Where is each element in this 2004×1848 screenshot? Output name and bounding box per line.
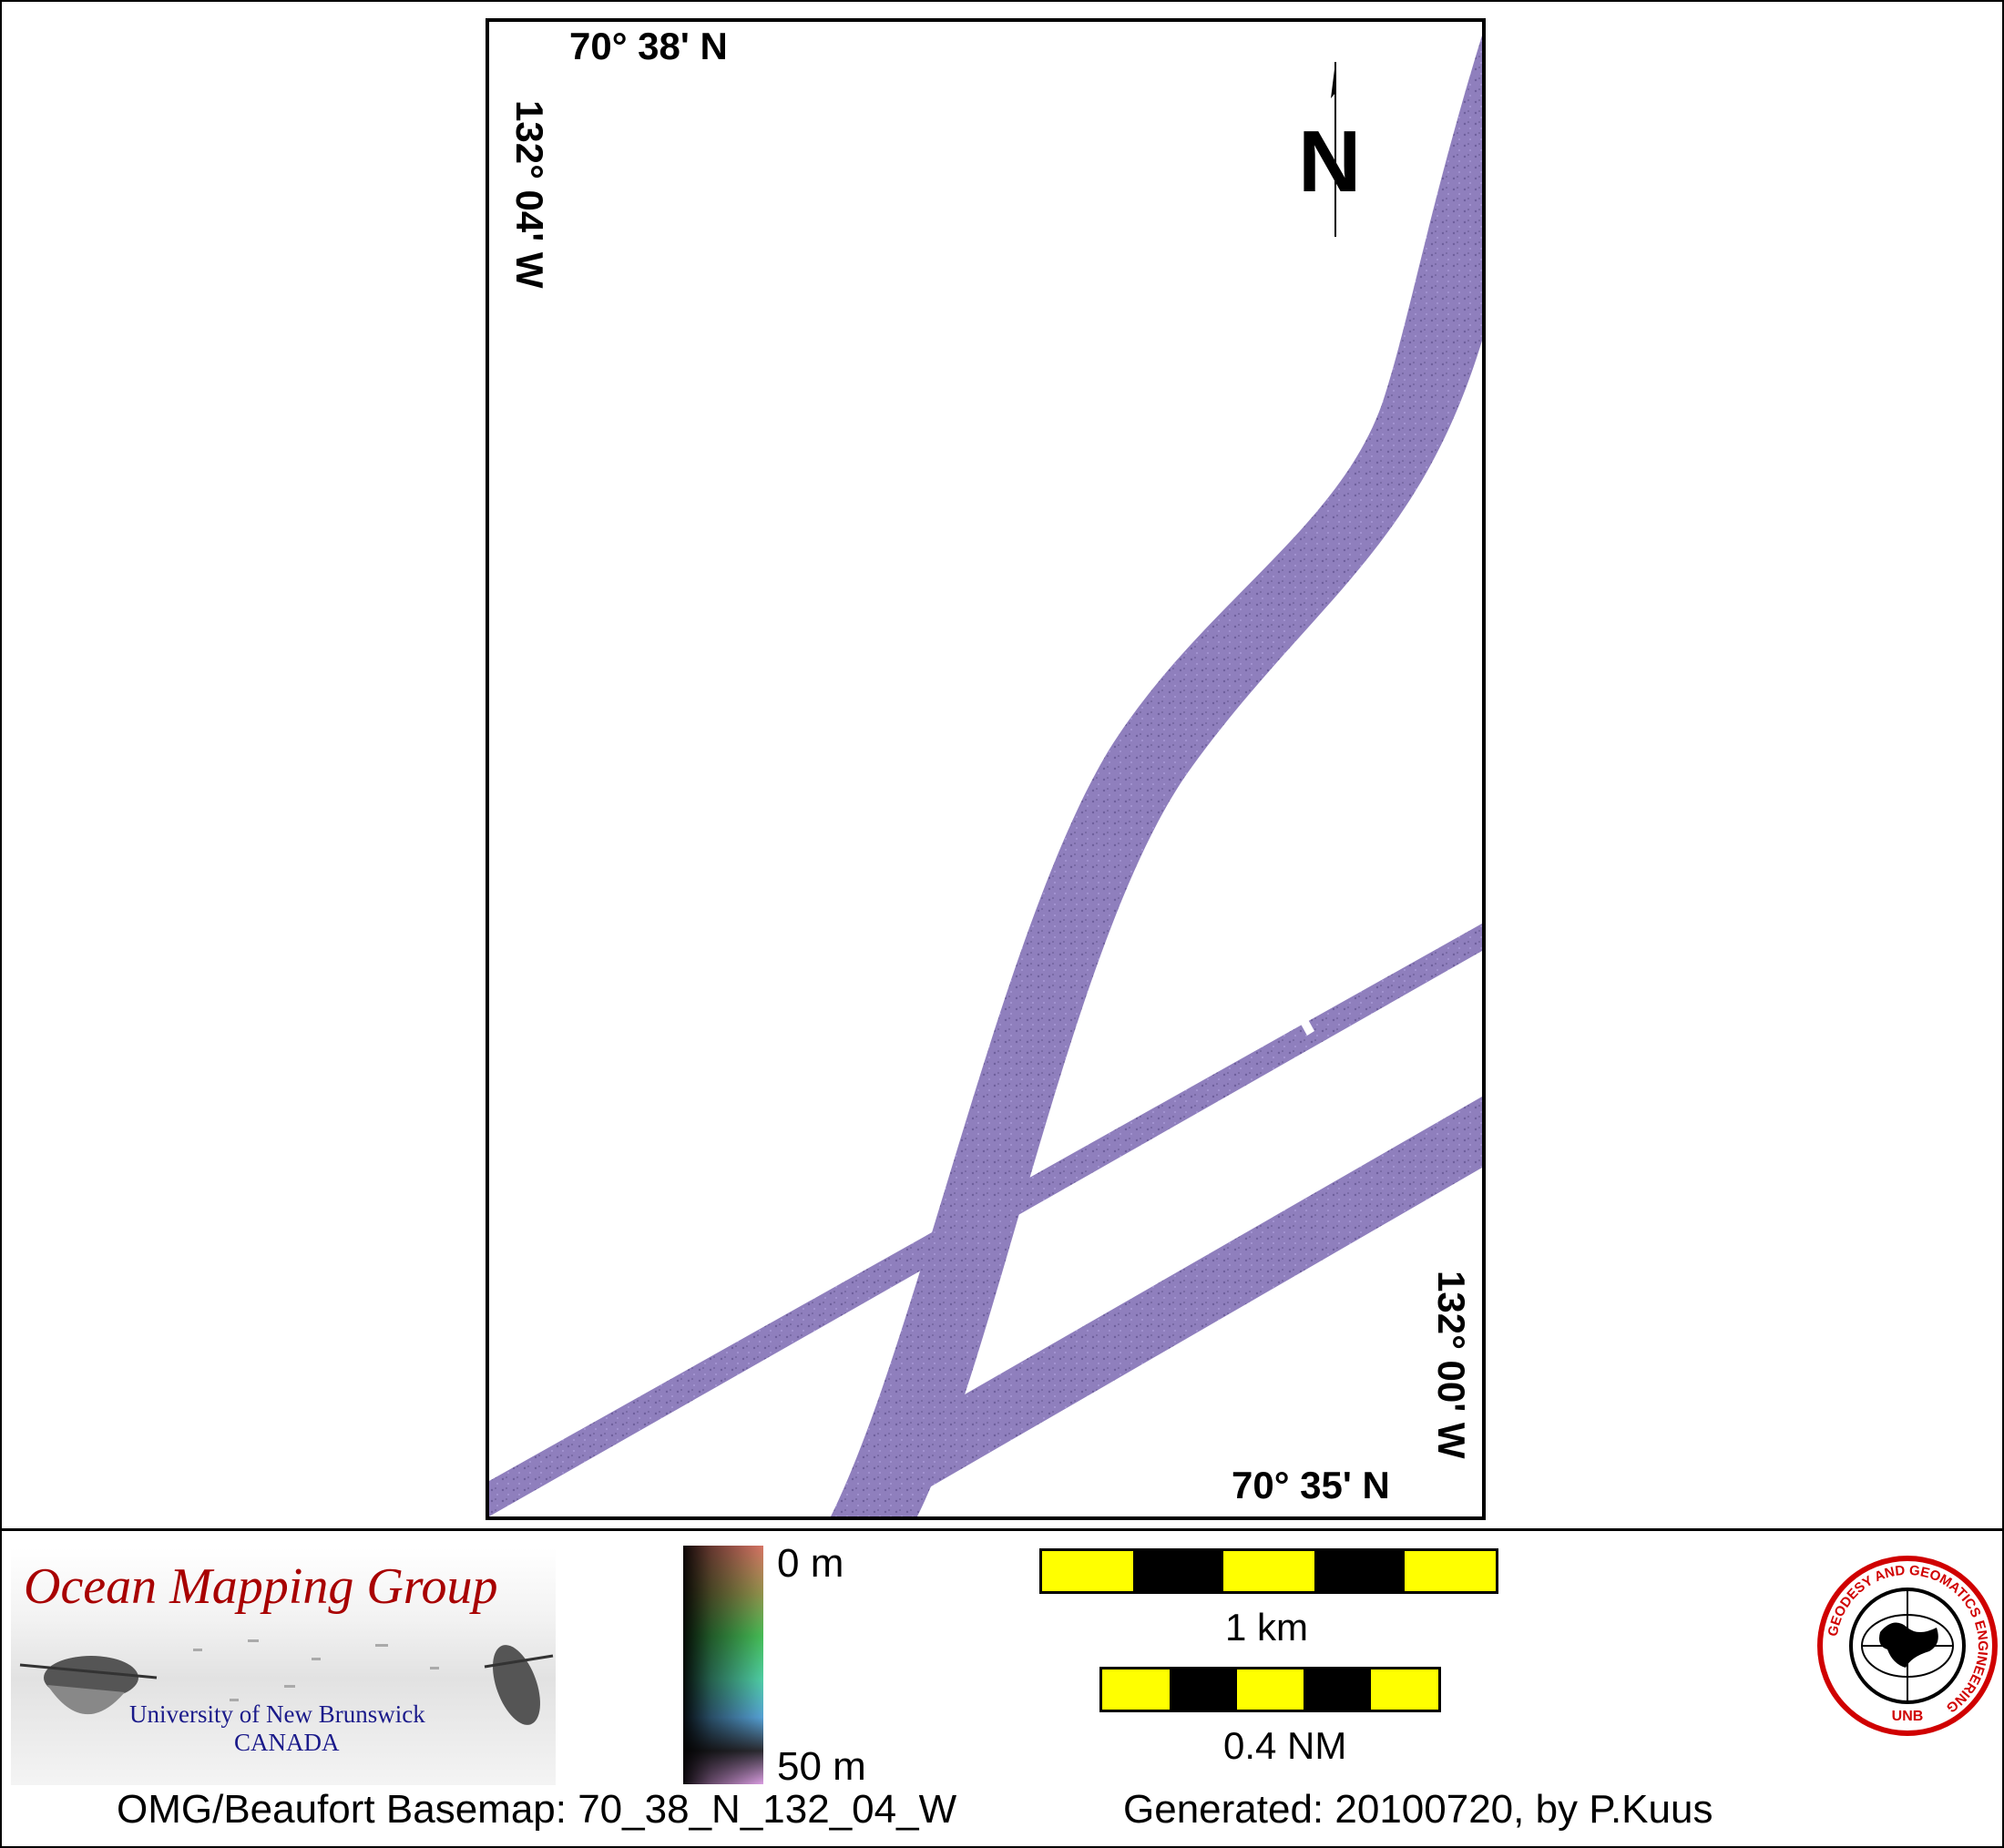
scale-bar-nm xyxy=(1099,1667,1441,1712)
scale-bar-km xyxy=(1039,1548,1498,1594)
unb-gge-logo: GEODESY AND GEOMATICS ENGINEERING UNB xyxy=(1817,1556,1998,1736)
legend-divider xyxy=(0,1528,2004,1531)
basemap-id: OMG/Beaufort Basemap: 70_38_N_132_04_W xyxy=(117,1787,957,1832)
map-panel[interactable] xyxy=(486,18,1486,1520)
bathymetry-swaths xyxy=(489,36,1482,1516)
swath-lower-diagonal xyxy=(881,1097,1482,1516)
scale-km-label: 1 km xyxy=(1225,1606,1309,1649)
longitude-right-label: 132° 00' W xyxy=(1430,1271,1473,1459)
omg-seafloor-graphic xyxy=(19,1639,554,1725)
north-label: N xyxy=(1298,113,1361,210)
latitude-bottom-label: 70° 35' N xyxy=(1232,1464,1390,1506)
scale-nm-label: 0.4 NM xyxy=(1223,1724,1347,1767)
depth-colorbar-shading xyxy=(683,1546,763,1784)
omg-title: Ocean Mapping Group xyxy=(24,1558,498,1615)
unb-bottom-text: UNB xyxy=(1892,1709,1924,1724)
latitude-top-label: 70° 38' N xyxy=(569,25,728,67)
north-arrow-icon: N xyxy=(1298,62,1361,237)
swath-upper-diagonal xyxy=(489,924,1482,1516)
swath-curved xyxy=(831,36,1482,1516)
footer: OMG/Beaufort Basemap: 70_38_N_132_04_W G… xyxy=(0,1787,2004,1842)
swath-gap xyxy=(1298,1015,1314,1036)
longitude-left-label: 132° 04' W xyxy=(508,100,551,289)
omg-country: CANADA xyxy=(234,1729,340,1756)
omg-university: University of New Brunswick xyxy=(129,1700,425,1728)
omg-logo: Ocean Mapping Group University of New Br… xyxy=(11,1548,556,1785)
generated-info: Generated: 20100720, by P.Kuus xyxy=(1123,1787,1713,1832)
colorbar-top-label: 0 m xyxy=(777,1541,844,1586)
colorbar-bottom-label: 50 m xyxy=(777,1744,866,1789)
